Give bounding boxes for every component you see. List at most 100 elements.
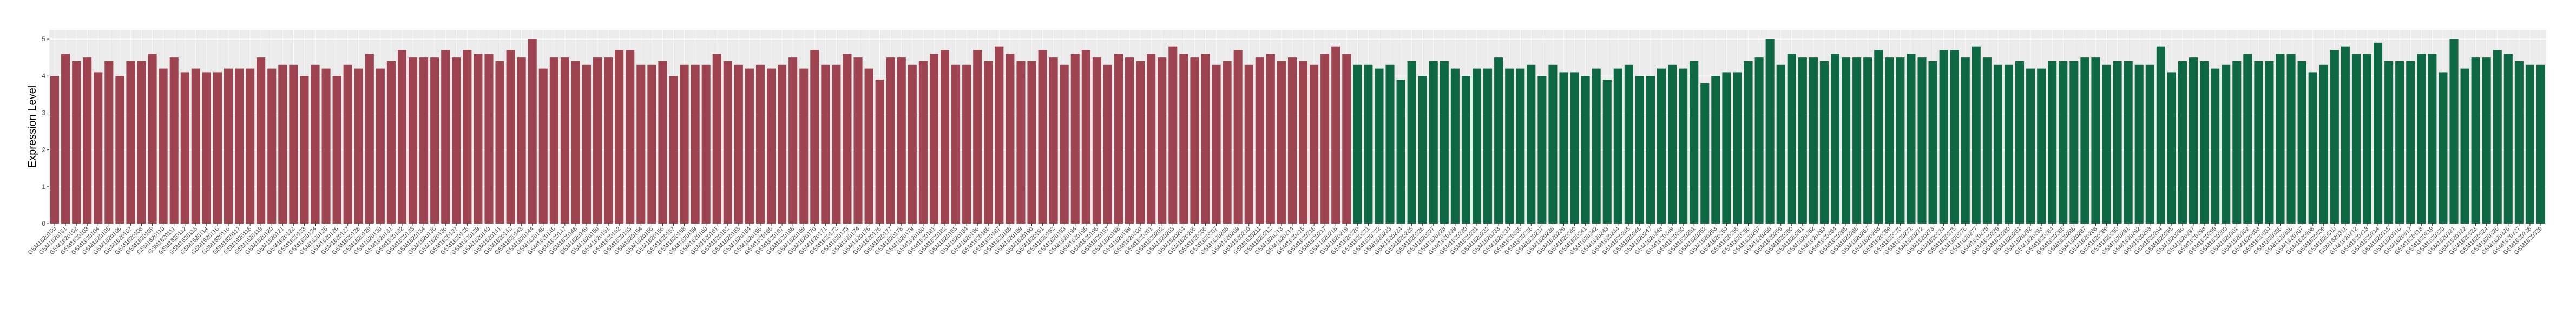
bar xyxy=(180,72,189,224)
y-axis-label: Expression Level xyxy=(27,86,38,168)
bar xyxy=(1049,57,1058,224)
bar xyxy=(83,57,92,224)
bar xyxy=(484,54,494,224)
bar xyxy=(2004,64,2014,224)
bar xyxy=(2048,61,2057,224)
bar xyxy=(1342,54,1351,224)
bar xyxy=(1537,76,1547,224)
bar xyxy=(1223,61,1232,224)
bar xyxy=(1006,54,1015,224)
bar xyxy=(984,61,993,224)
bar xyxy=(582,64,592,224)
bar xyxy=(1038,50,1047,224)
bar xyxy=(560,57,569,224)
y-tick-label: 4 xyxy=(42,72,45,80)
bar xyxy=(1472,68,1482,224)
bar xyxy=(1754,57,1764,224)
bar xyxy=(1418,76,1427,224)
bar xyxy=(2211,68,2220,224)
bar xyxy=(832,64,841,224)
bar xyxy=(647,64,656,224)
bar xyxy=(1896,57,1905,224)
bar xyxy=(191,68,200,224)
bar xyxy=(104,61,114,224)
bar xyxy=(701,64,711,224)
bar xyxy=(1375,68,1384,224)
bar xyxy=(1830,54,1840,224)
bar xyxy=(354,68,363,224)
bar xyxy=(1874,50,1883,224)
bar xyxy=(1027,61,1036,224)
bar xyxy=(2091,57,2100,224)
bar xyxy=(1885,57,1894,224)
bar xyxy=(115,76,124,224)
bar xyxy=(1016,61,1026,224)
bar xyxy=(2037,68,2046,224)
bar xyxy=(2493,50,2502,224)
bar xyxy=(1114,54,1123,224)
bar xyxy=(2308,72,2317,224)
bar xyxy=(918,61,928,224)
bar xyxy=(1559,72,1568,224)
bar xyxy=(2439,72,2448,224)
bar xyxy=(474,54,483,224)
bar xyxy=(2286,54,2296,224)
bar xyxy=(2374,42,2383,224)
bar xyxy=(126,61,135,224)
bar xyxy=(376,68,385,224)
bar xyxy=(1201,54,1210,224)
bar xyxy=(2059,61,2068,224)
bar xyxy=(1602,80,1612,224)
bar xyxy=(61,54,70,224)
bar xyxy=(289,64,298,224)
bar xyxy=(1624,64,1633,224)
bar xyxy=(1299,61,1308,224)
bar xyxy=(658,61,667,224)
bar xyxy=(235,68,244,224)
bar xyxy=(799,68,809,224)
bar xyxy=(897,57,906,224)
bar xyxy=(886,57,895,224)
bar xyxy=(332,76,341,224)
y-tick-label: 5 xyxy=(42,35,45,43)
bar xyxy=(311,64,320,224)
bar xyxy=(386,61,396,224)
bar xyxy=(2015,61,2025,224)
bar xyxy=(1070,54,1080,224)
bar xyxy=(778,64,787,224)
bar xyxy=(169,57,179,224)
bar xyxy=(1353,64,1362,224)
bar xyxy=(864,68,873,224)
bar xyxy=(397,50,407,224)
bar xyxy=(1429,61,1438,224)
bar xyxy=(2232,61,2242,224)
bar xyxy=(159,68,168,224)
bar xyxy=(321,68,331,224)
bar xyxy=(1928,61,1937,224)
bar xyxy=(1852,57,1862,224)
bar xyxy=(940,50,950,224)
bar xyxy=(2514,61,2524,224)
bar xyxy=(1548,64,1558,224)
bar xyxy=(1331,46,1340,224)
bar xyxy=(2417,54,2426,224)
bar xyxy=(1765,39,1775,224)
bar xyxy=(843,54,852,224)
bar xyxy=(2222,64,2231,224)
bar xyxy=(94,72,103,224)
bar xyxy=(2449,39,2459,224)
bar xyxy=(2102,64,2111,224)
bar xyxy=(1461,76,1470,224)
bar xyxy=(1407,61,1416,224)
bar xyxy=(224,68,233,224)
bar xyxy=(1613,68,1622,224)
bar xyxy=(788,57,798,224)
bar xyxy=(723,61,732,224)
y-tick-label: 3 xyxy=(42,109,45,116)
bar xyxy=(278,64,287,224)
bar xyxy=(1147,54,1156,224)
bar xyxy=(821,64,830,224)
bar xyxy=(1690,61,1699,224)
bar xyxy=(1136,61,1145,224)
